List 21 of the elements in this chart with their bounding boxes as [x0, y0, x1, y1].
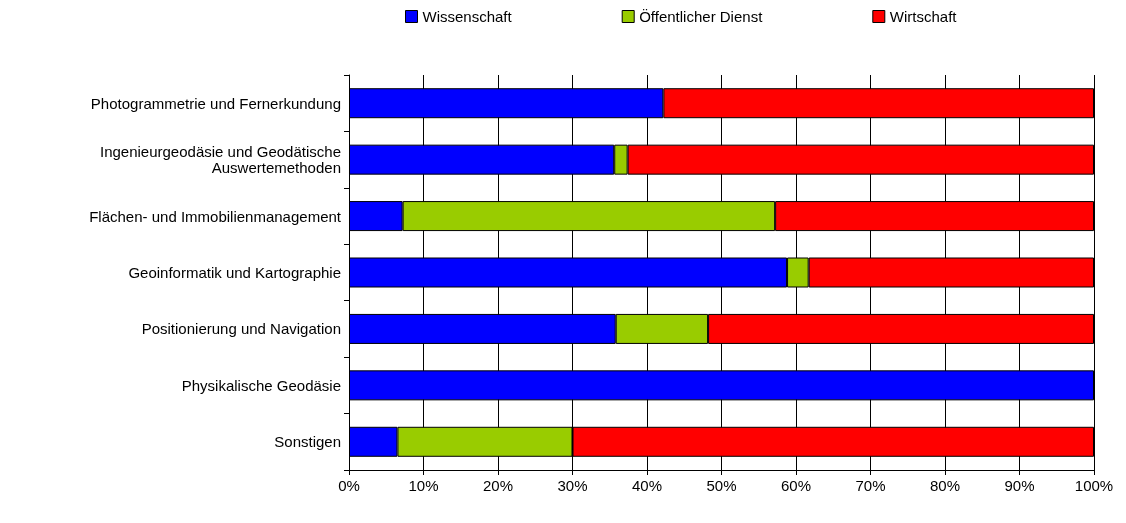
x-tick-label: 40%: [631, 477, 663, 494]
x-tick-label: 10%: [408, 477, 439, 494]
y-tick-label: Geoinformatik und Kartographie: [128, 264, 341, 281]
y-tick-label: Ingenieurgeodäsie und Geodätische Auswertemethoden: [99, 143, 341, 177]
y-tick-label: Sonstigen: [274, 433, 341, 451]
legend-label: Öffentlicher Dienst: [639, 8, 764, 25]
legend-label: Wissenschaft: [422, 8, 513, 25]
y-tick-label: Photogrammetrie und Fernerkundung: [90, 94, 341, 112]
x-tick-label: 100%: [1074, 477, 1114, 494]
y-tick-label: Physikalische Geodäsie: [181, 376, 341, 394]
x-tick-label: 90%: [1004, 477, 1035, 494]
x-tick-label: 0%: [338, 477, 360, 494]
x-tick-label: 80%: [929, 477, 961, 494]
x-tick-label: 30%: [557, 477, 588, 494]
x-tick-label: 50%: [706, 477, 737, 494]
legend-label: Wirtschaft: [889, 8, 958, 25]
x-tick-label: 20%: [482, 477, 514, 494]
x-tick-label: 60%: [780, 477, 812, 494]
x-tick-label: 70%: [855, 477, 886, 494]
y-tick-label: Flächen- und Immobilienmanagement: [89, 207, 342, 225]
y-tick-label: Positionierung und Navigation: [141, 320, 341, 338]
